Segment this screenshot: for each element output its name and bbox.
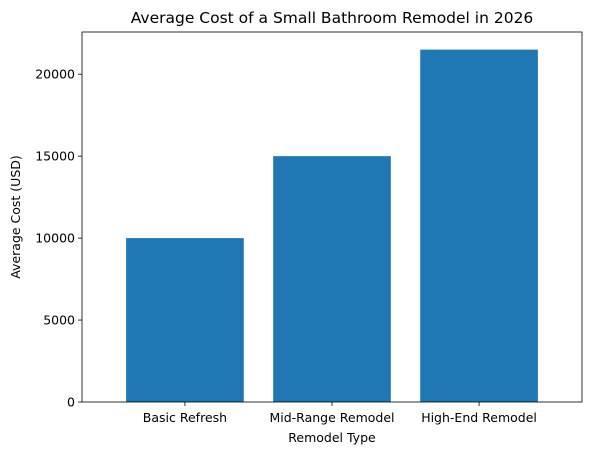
bar-mid-range-remodel (273, 156, 391, 402)
bar-high-end-remodel (420, 49, 538, 402)
y-tick-label: 20000 (35, 67, 75, 82)
x-tick-label: Basic Refresh (143, 410, 227, 425)
y-tick-label: 15000 (35, 149, 75, 164)
bar-basic-refresh (126, 238, 244, 402)
x-tick-label: Mid-Range Remodel (269, 410, 394, 425)
y-axis: 0 5000 10000 15000 20000 (35, 67, 82, 410)
y-axis-label: Average Cost (USD) (8, 155, 23, 279)
x-axis: Basic Refresh Mid-Range Remodel High-End R… (143, 402, 537, 425)
y-tick-label: 5000 (43, 313, 75, 328)
y-tick-label: 0 (67, 395, 75, 410)
y-tick-label: 10000 (35, 231, 75, 246)
chart-title: Average Cost of a Small Bathroom Remodel… (131, 9, 534, 27)
bars-group (126, 49, 538, 402)
x-axis-label: Remodel Type (288, 430, 376, 445)
plot-frame (81, 31, 583, 403)
x-tick-label: High-End Remodel (421, 410, 537, 425)
